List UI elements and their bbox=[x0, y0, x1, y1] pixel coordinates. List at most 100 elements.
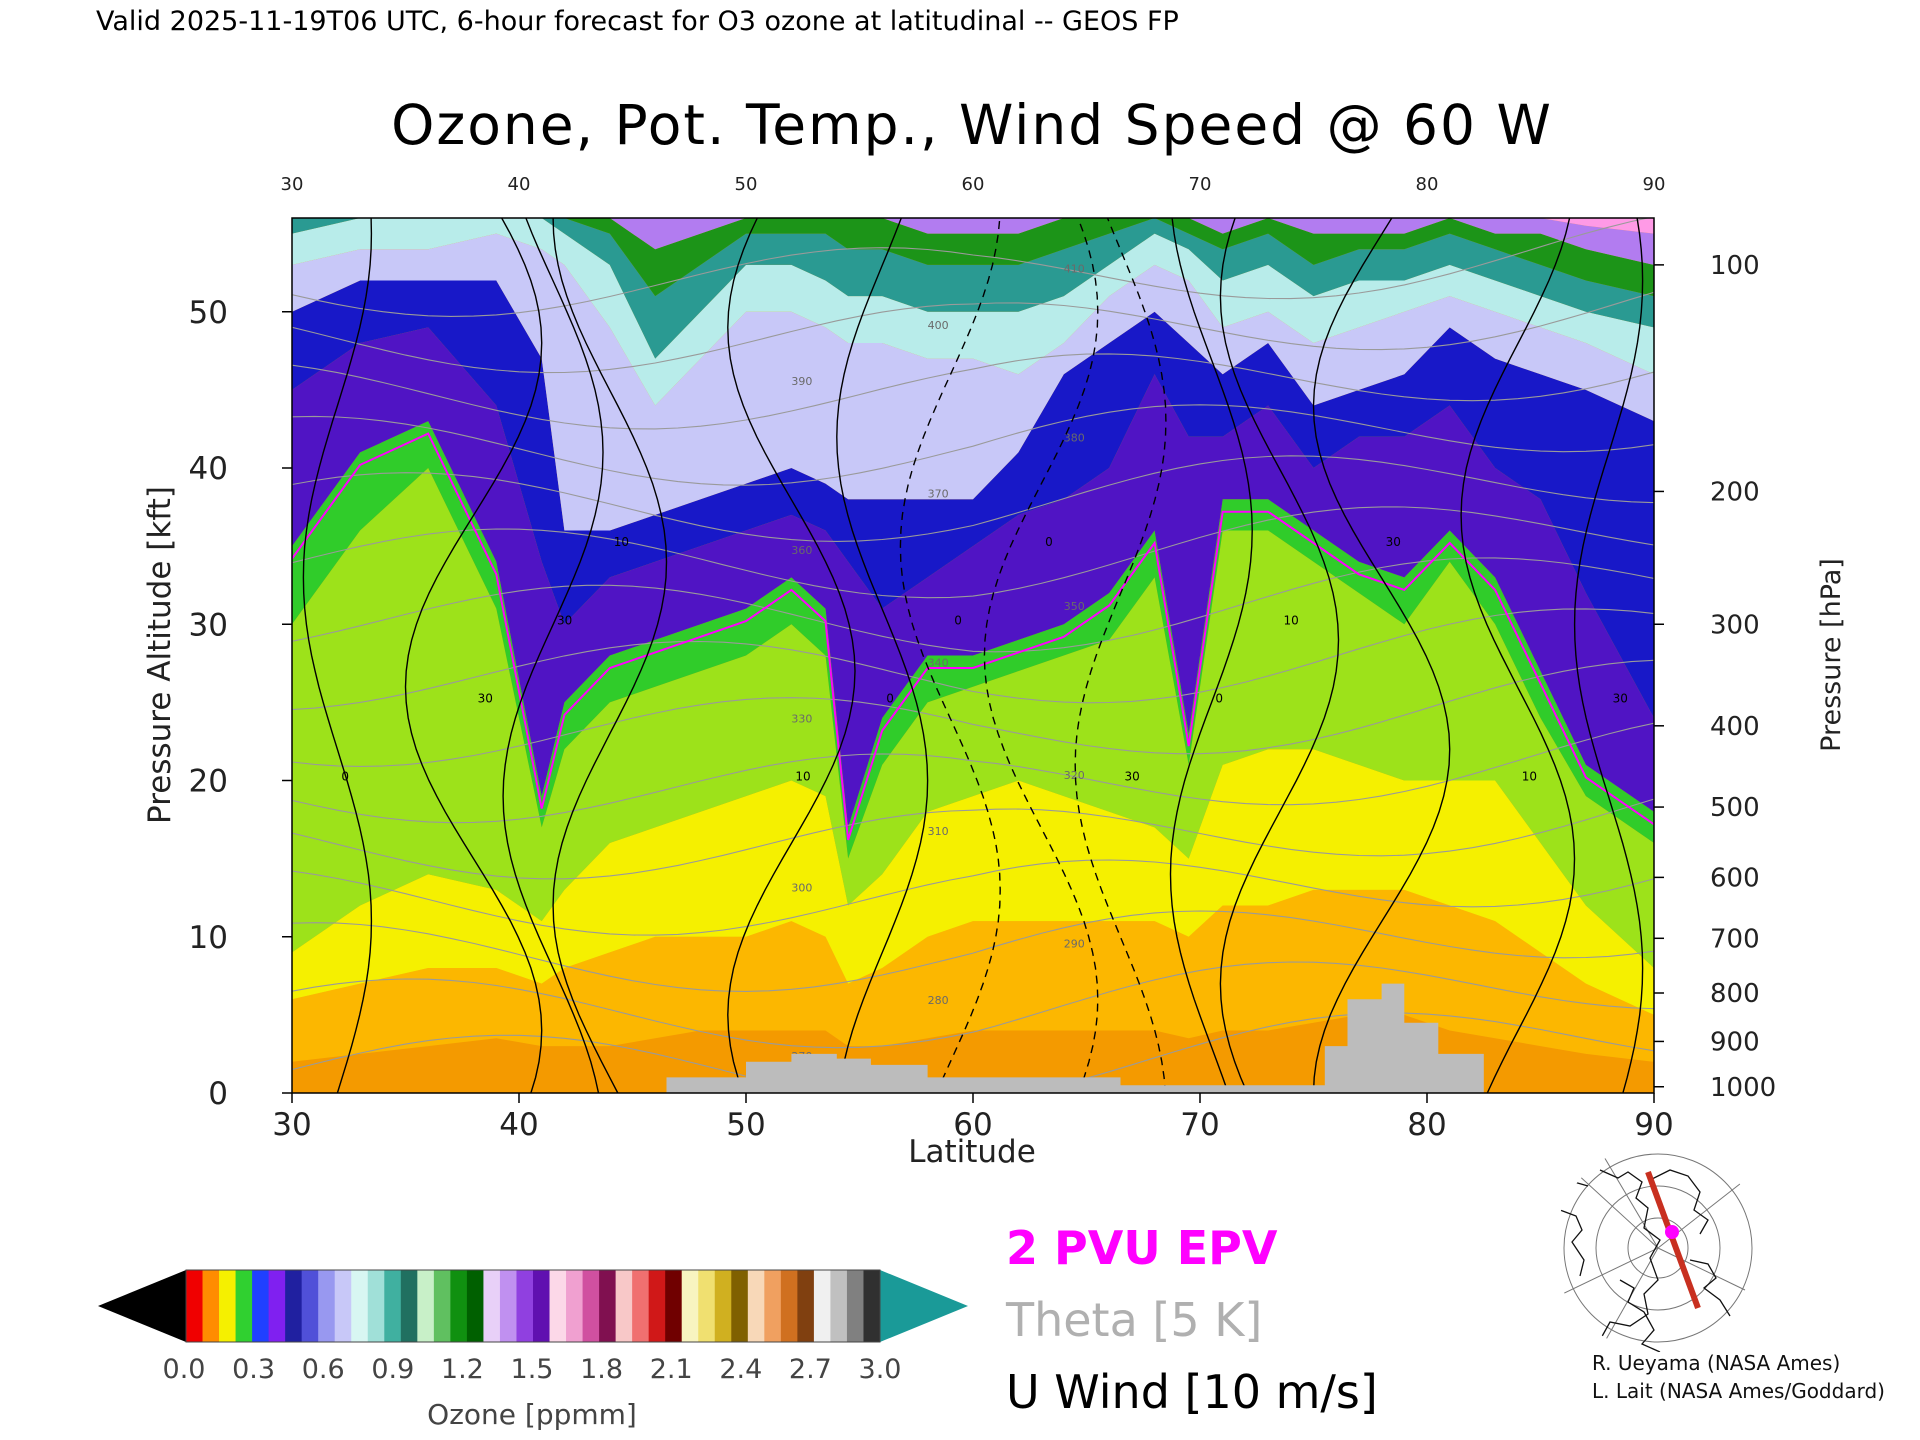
colorbar-swatch-16 bbox=[450, 1270, 468, 1342]
colorbar-swatch-29 bbox=[665, 1270, 683, 1342]
theta-line-360 bbox=[292, 506, 1654, 599]
colorbar-swatch-3 bbox=[235, 1270, 253, 1342]
theta-label-290: 290 bbox=[1064, 938, 1085, 951]
x-top-tick-label-40: 40 bbox=[508, 174, 531, 195]
u-wind-label-4: 10 bbox=[795, 770, 810, 784]
u-wind-line-1 bbox=[404, 218, 543, 1093]
theta-label-310: 310 bbox=[928, 825, 949, 838]
colorbar-swatch-0 bbox=[186, 1270, 204, 1342]
pressure-tick-label-600: 600 bbox=[1710, 863, 1760, 893]
colorbar-tick-2: 0.6 bbox=[302, 1354, 345, 1385]
chart-title: Ozone, Pot. Temp., Wind Speed @ 60 W bbox=[391, 93, 1553, 157]
locator-map-track bbox=[1645, 1170, 1701, 1310]
u-wind-line-3 bbox=[552, 218, 668, 1093]
colorbar-frame bbox=[185, 1269, 881, 1343]
colorbar-swatch-35 bbox=[764, 1270, 782, 1342]
y-tick-label-20: 20 bbox=[189, 764, 228, 800]
x-top-tick-label-30: 30 bbox=[281, 174, 304, 195]
theta-label-350: 350 bbox=[1064, 600, 1085, 613]
colorbar-swatch-11 bbox=[367, 1270, 385, 1342]
colorbar-swatch-27 bbox=[632, 1270, 650, 1342]
pressure-tick-label-700: 700 bbox=[1710, 924, 1760, 954]
colorbar-swatch-15 bbox=[433, 1270, 451, 1342]
theta-line-320 bbox=[292, 722, 1654, 824]
colorbar-swatch-14 bbox=[417, 1270, 435, 1342]
ozone-band-11 bbox=[292, 218, 1654, 265]
colorbar-swatch-36 bbox=[780, 1270, 798, 1342]
colorbar-tick-7: 2.1 bbox=[650, 1354, 693, 1385]
u-wind-line-7 bbox=[983, 218, 1099, 1093]
u-wind-label-3: 10 bbox=[614, 535, 629, 549]
u-wind-line-9 bbox=[1169, 218, 1253, 1093]
colorbar-swatch-31 bbox=[698, 1270, 716, 1342]
colorbar-over-arrow bbox=[880, 1270, 968, 1342]
u-wind-label-7: 0 bbox=[1045, 535, 1053, 549]
theta-line-300 bbox=[292, 859, 1654, 936]
y-tick-label-40: 40 bbox=[189, 451, 228, 487]
colorbar-swatches bbox=[186, 1270, 881, 1342]
ozone-band-2 bbox=[292, 749, 1654, 1015]
u-wind-label-0: 0 bbox=[341, 770, 349, 784]
colorbar-swatch-1 bbox=[202, 1270, 220, 1342]
legend: 2 PVU EPV Theta [5 K] U Wind [10 m/s] bbox=[1005, 1221, 1378, 1419]
theta-line-270 bbox=[292, 1012, 1654, 1093]
u-wind-line-13 bbox=[1573, 218, 1644, 1093]
colorbar-swatch-19 bbox=[499, 1270, 518, 1342]
colorbar-swatch-2 bbox=[219, 1270, 237, 1342]
theta-label-370: 370 bbox=[928, 488, 949, 501]
colorbar-swatch-23 bbox=[566, 1270, 584, 1342]
pressure-tick-label-200: 200 bbox=[1710, 477, 1760, 507]
ozone-band-10 bbox=[292, 218, 1654, 297]
theta-label-280: 280 bbox=[928, 994, 949, 1007]
u-wind-label-1: 30 bbox=[478, 691, 493, 705]
pressure-tick-label-1000: 1000 bbox=[1710, 1073, 1776, 1103]
theta-label-360: 360 bbox=[791, 544, 812, 557]
u-wind-label-8: 30 bbox=[1125, 770, 1140, 784]
colorbar-tick-0: 0.0 bbox=[163, 1354, 206, 1385]
colorbar-swatch-20 bbox=[516, 1270, 534, 1342]
x-tick-label-40: 40 bbox=[499, 1107, 538, 1143]
x-tick-label-80: 80 bbox=[1407, 1107, 1446, 1143]
pressure-tick-label-800: 800 bbox=[1710, 979, 1760, 1009]
ozone-band-8 bbox=[292, 218, 1654, 406]
theta-line-310 bbox=[292, 798, 1654, 880]
x-top-tick-label-90: 90 bbox=[1643, 174, 1666, 195]
u-wind-label-5: 0 bbox=[886, 691, 894, 705]
x-tick-label-30: 30 bbox=[272, 1107, 311, 1143]
colorbar-swatch-24 bbox=[582, 1270, 600, 1342]
legend-theta: Theta [5 K] bbox=[1005, 1293, 1262, 1347]
colorbar-tick-6: 1.8 bbox=[580, 1354, 623, 1385]
colorbar-swatch-5 bbox=[268, 1270, 286, 1342]
locator-map bbox=[1544, 1144, 1753, 1352]
x-axis-ticks: 30 30 40 40 50 50 60 60 70 70 80 80 90 90 bbox=[272, 174, 1673, 1143]
x-tick-label-90: 90 bbox=[1634, 1107, 1673, 1143]
credit-line-1: R. Ueyama (NASA Ames) bbox=[1592, 1351, 1840, 1375]
credit-line-2: L. Lait (NASA Ames/Goddard) bbox=[1592, 1379, 1885, 1403]
legend-epv: 2 PVU EPV bbox=[1006, 1221, 1278, 1275]
pressure-tick-label-100: 100 bbox=[1710, 251, 1760, 281]
colorbar-label: Ozone [ppmm] bbox=[427, 1398, 637, 1431]
surface-polygon bbox=[666, 983, 1484, 1093]
ozone-band-7 bbox=[292, 233, 1654, 531]
colorbar-swatch-12 bbox=[384, 1270, 402, 1342]
u-wind-label-10: 10 bbox=[1283, 613, 1298, 627]
colorbar-swatch-40 bbox=[846, 1270, 865, 1342]
colorbar-tick-1: 0.3 bbox=[232, 1354, 275, 1385]
u-wind-label-11: 30 bbox=[1386, 535, 1401, 549]
colorbar-swatch-39 bbox=[830, 1270, 848, 1342]
colorbar-swatch-32 bbox=[714, 1270, 732, 1342]
ozone-band-5 bbox=[292, 327, 1654, 828]
colorbar-swatch-37 bbox=[797, 1270, 815, 1342]
surface-terrain bbox=[666, 983, 1484, 1093]
colorbar-swatch-10 bbox=[351, 1270, 369, 1342]
theta-line-350 bbox=[292, 557, 1654, 653]
theta-line-400 bbox=[292, 291, 1654, 374]
u-wind-label-2: 30 bbox=[557, 613, 572, 627]
u-wind-line-5 bbox=[836, 218, 929, 1093]
colorbar-swatch-8 bbox=[318, 1270, 336, 1342]
x-tick-label-60: 60 bbox=[953, 1107, 992, 1143]
pressure-axis-label: Pressure [hPa] bbox=[1816, 558, 1847, 752]
colorbar-swatch-38 bbox=[813, 1270, 832, 1342]
u-wind-label-6: 0 bbox=[954, 613, 962, 627]
x-top-tick-label-60: 60 bbox=[962, 174, 985, 195]
